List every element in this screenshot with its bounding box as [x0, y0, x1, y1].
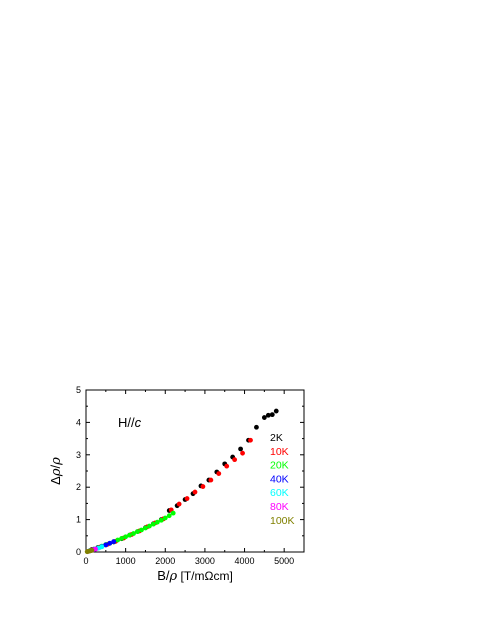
legend-entry-60k: 60K	[270, 487, 289, 499]
data-point-2k	[261, 415, 267, 420]
data-point-2k	[265, 412, 271, 418]
legend-entry-10k: 10K	[270, 446, 289, 458]
data-point-40k	[103, 542, 109, 548]
data-point-20k	[135, 529, 140, 534]
y-tick-label: 0	[76, 547, 81, 557]
data-point-10k	[192, 489, 198, 495]
data-point-10k	[240, 450, 245, 456]
data-point-20k	[166, 513, 172, 519]
data-point-20k	[115, 537, 121, 543]
data-point-2k	[269, 412, 275, 418]
data-point-10k	[232, 457, 238, 463]
x-tick-label: 4000	[235, 556, 255, 566]
data-point-10k	[216, 471, 222, 476]
data-point-10k	[208, 477, 214, 483]
legend-entry-80k: 80K	[270, 501, 289, 513]
data-point-20k	[170, 510, 176, 516]
data-point-20k	[162, 515, 168, 521]
data-points	[84, 408, 279, 555]
field-direction-annotation: H//c	[118, 415, 142, 430]
y-tick-label: 3	[76, 450, 81, 460]
data-point-40k	[111, 539, 117, 545]
y-tick-label: 5	[76, 385, 81, 395]
data-point-20k	[143, 525, 148, 531]
data-point-100k	[89, 547, 95, 553]
data-point-20k	[119, 535, 125, 541]
data-point-20k	[139, 527, 144, 533]
axis-tick-labels: 0 1000 2000 3000 4000 5000 0 1 2 3 4 5	[76, 385, 294, 566]
data-point-20k	[158, 517, 164, 523]
data-point-2k	[273, 408, 279, 414]
data-point-40k	[107, 540, 113, 546]
data-point-10k	[248, 437, 253, 443]
axis-ticks	[85, 389, 304, 553]
legend-entry-20k: 20K	[270, 460, 289, 472]
y-axis-title: Δρ/ρ	[48, 457, 64, 485]
legend-entry-2k: 2K	[270, 432, 283, 444]
legend-entry-100k: 100K	[270, 515, 295, 527]
x-tick-label: 5000	[274, 556, 294, 566]
data-point-2k	[254, 424, 259, 430]
x-tick-label: 2000	[155, 556, 175, 566]
x-tick-label: 3000	[195, 556, 215, 566]
data-point-2k	[238, 446, 243, 452]
data-point-20k	[123, 534, 129, 540]
data-point-10k	[224, 463, 230, 469]
data-point-20k	[127, 532, 132, 538]
x-tick-label: 1000	[116, 556, 136, 566]
y-tick-label: 1	[76, 515, 81, 525]
data-point-10k	[184, 496, 190, 501]
y-tick-label: 4	[76, 417, 81, 427]
data-point-10k	[200, 484, 206, 489]
data-point-10k	[176, 501, 182, 507]
data-point-60k	[99, 544, 105, 550]
data-point-20k	[147, 523, 152, 529]
x-tick-label: 0	[83, 556, 88, 566]
data-point-20k	[154, 519, 160, 525]
y-tick-label: 2	[76, 482, 81, 492]
x-axis-title: B/ρ [T/mΩcm]	[157, 568, 233, 584]
legend-entry-40k: 40K	[270, 473, 289, 485]
data-point-20k	[131, 531, 136, 536]
data-point-20k	[150, 521, 156, 527]
